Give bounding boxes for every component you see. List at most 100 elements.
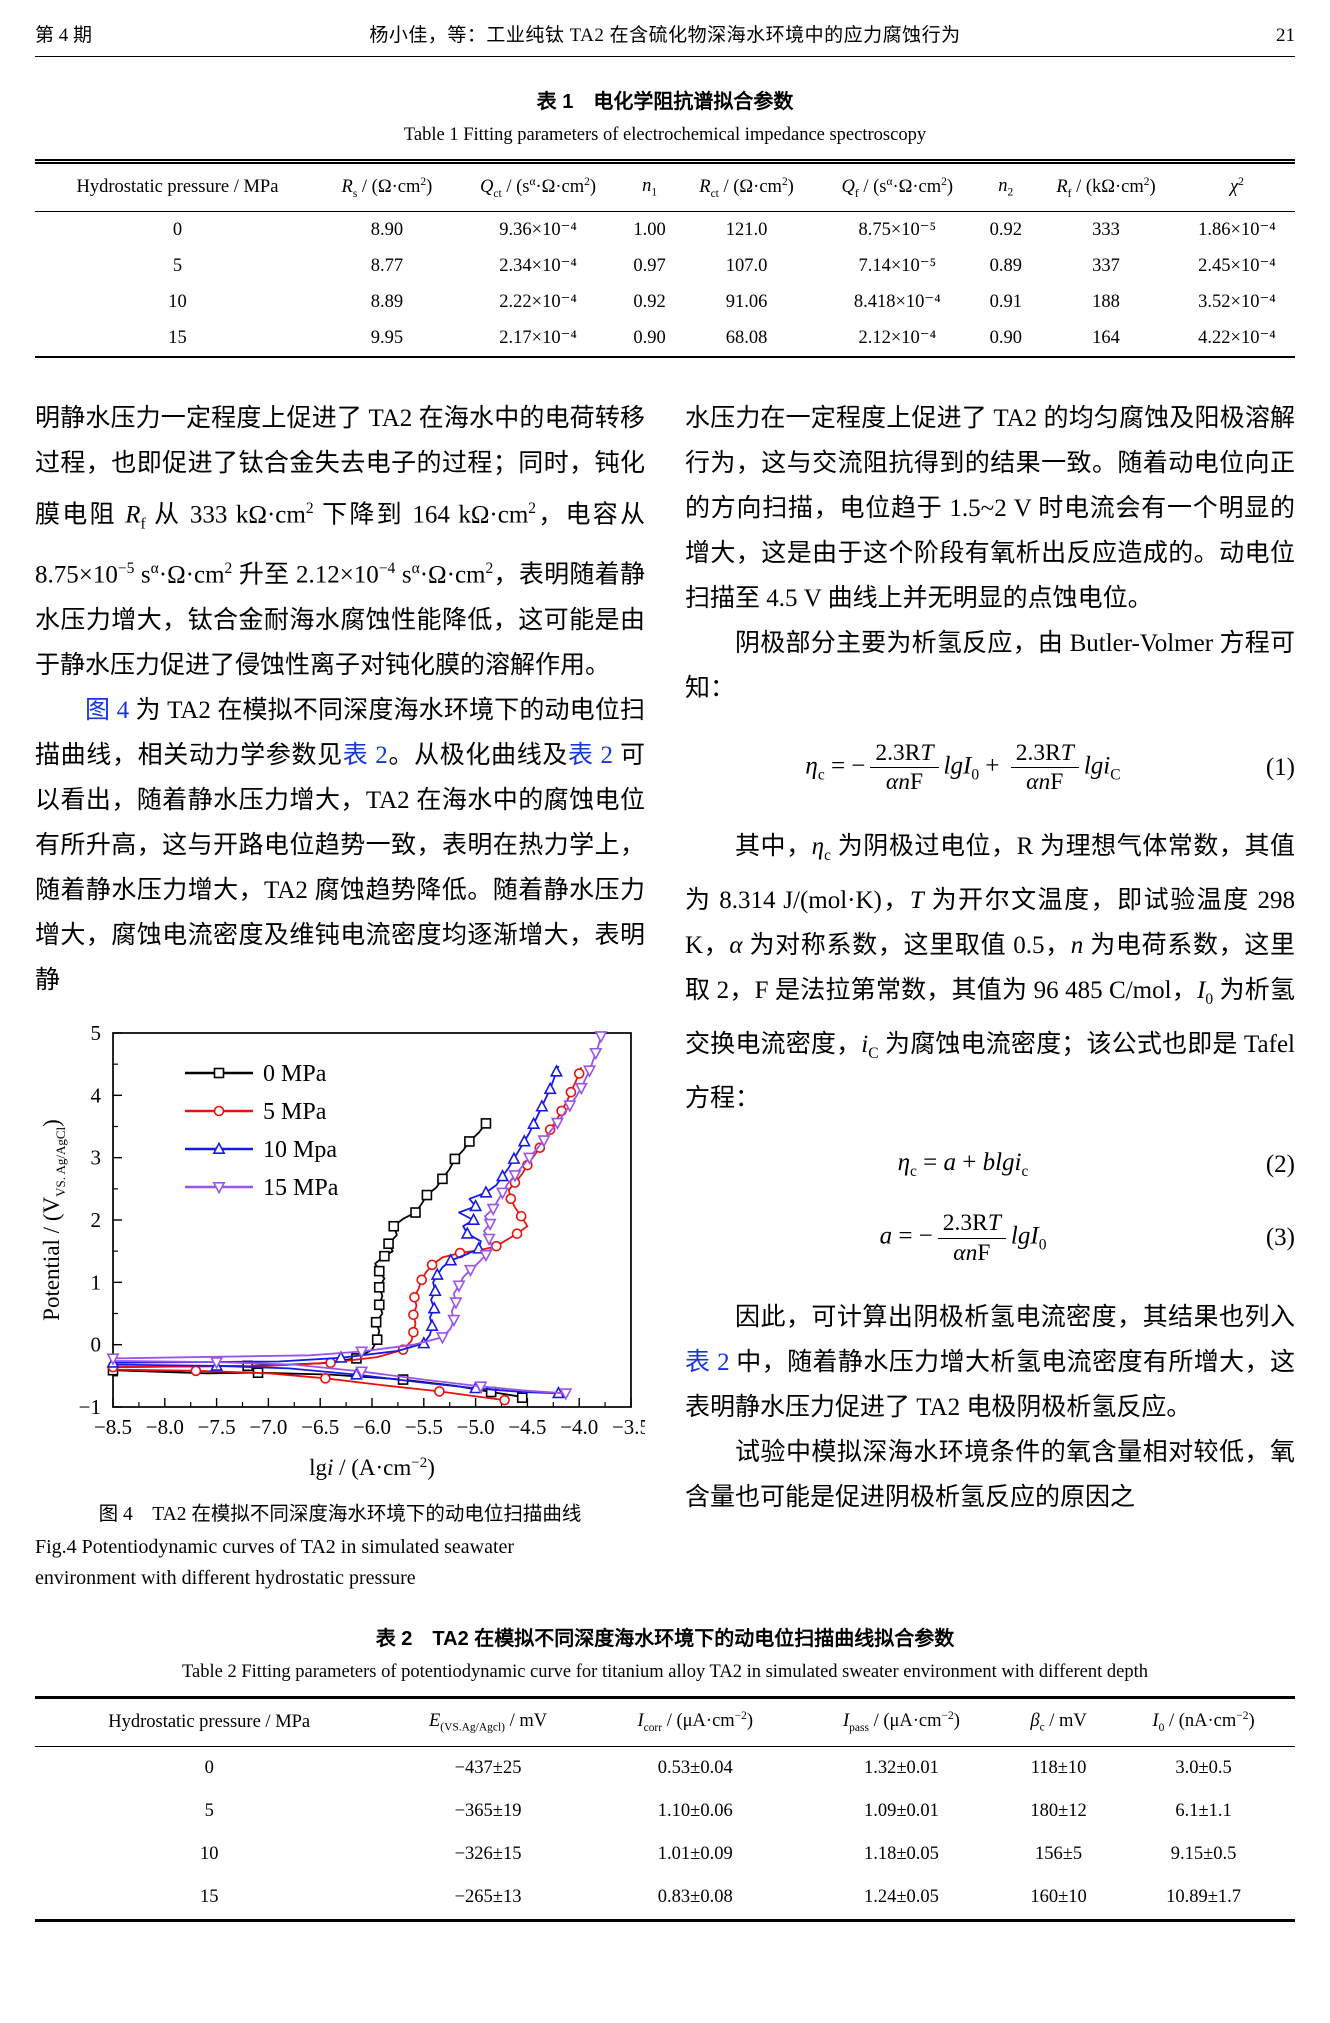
table1-title-cn: 表 1 电化学阻抗谱拟合参数 xyxy=(536,91,794,113)
paragraph: 图 4 为 TA2 在模拟不同深度海水环境下的动电位扫描曲线，相关动力学参数见表… xyxy=(35,696,645,994)
x-tick-label: −7.0 xyxy=(249,1415,287,1439)
table2-title-cn: 表 2 TA2 在模拟不同深度海水环境下的动电位扫描曲线拟合参数 xyxy=(375,1627,955,1650)
axes: −8.5 −8.0 −7.5 −7.0 −6.5 −6.0 −5.5 −5.0 −4.5 −4.0… xyxy=(79,1021,650,1439)
table-cell: 1.24±0.05 xyxy=(864,1886,939,1907)
y-tick-label: 3 xyxy=(91,1145,102,1169)
figure4: −8.5 −8.0 −7.5 −7.0 −6.5 −6.0 −5.5 −5.0 −4.5 −4.0… xyxy=(35,1019,650,1594)
table-cell: 8.77 xyxy=(370,255,404,276)
table-cell: 15 xyxy=(168,327,187,348)
y-tick-label: 5 xyxy=(91,1021,102,1045)
table-cell: 4.22×10⁻⁴ xyxy=(1198,328,1276,348)
column-header: Rf / (kΩ·cm2) xyxy=(1033,161,1179,212)
table-row: 10 8.89 2.22×10⁻⁴ 0.92 91.06 8.418×10⁻⁴ 0.91 18… xyxy=(35,284,1295,320)
table-cell: 2.34×10⁻⁴ xyxy=(499,256,577,276)
paragraph: 试验中模拟深海水环境条件的氧含量相对较低，氧含量也可能是促进阴极析氢反应的原因之 xyxy=(685,1438,1295,1511)
table-cell: 8.418×10⁻⁴ xyxy=(853,292,941,312)
table-cell: 164 xyxy=(1092,327,1120,348)
table-cell: 0 xyxy=(204,1757,214,1778)
x-tick-label: −8.5 xyxy=(94,1415,132,1439)
table-cell: 0.90 xyxy=(633,327,666,348)
table-cell: 1.18±0.05 xyxy=(864,1843,939,1864)
table-cell: 1.32±0.01 xyxy=(864,1757,939,1778)
y-tick-label: 1 xyxy=(91,1270,102,1294)
column-header: Ipass / (μA·cm−2) xyxy=(797,1697,1006,1747)
column-header: E(VS.Ag/Agcl) / mV xyxy=(383,1697,593,1747)
column-header: Icorr / (μA·cm−2) xyxy=(592,1697,798,1747)
table-cell: 2.12×10⁻⁴ xyxy=(858,328,937,348)
cross-reference-link[interactable]: 表 2 xyxy=(342,741,388,769)
x-tick-label: −7.5 xyxy=(198,1415,236,1439)
table-cell: 1.01±0.09 xyxy=(657,1843,733,1864)
table-row: 0 8.90 9.36×10⁻⁴ 1.00 121.0 8.75×10⁻⁵ 0.92 333 1… xyxy=(35,212,1295,249)
legend-label: 0 MPa xyxy=(263,1061,327,1087)
figure4-caption-en: Fig.4 Potentiodynamic curves of TA2 in s… xyxy=(35,1535,515,1558)
table-cell: 337 xyxy=(1092,255,1120,276)
series-5-mpa xyxy=(107,1066,585,1406)
table-cell: 180±12 xyxy=(1030,1800,1087,1821)
table-cell: 1.00 xyxy=(633,219,666,240)
table-cell: 121.0 xyxy=(725,219,768,240)
cross-reference-link[interactable]: 表 2 xyxy=(568,741,614,769)
table-row: 5 8.77 2.34×10⁻⁴ 0.97 107.0 7.14×10⁻⁵ 0.89 337 2… xyxy=(35,248,1295,284)
table-cell: 8.75×10⁻⁵ xyxy=(858,220,937,240)
paragraph: 其中，ηc 为阴极过电位，R 为理想气体常数，其值为 8.314 J/(mol·… xyxy=(685,833,1295,1113)
y-tick-label: 0 xyxy=(91,1332,102,1356)
equation-2-body: ηc = a + blgic xyxy=(897,1149,1029,1181)
table-cell: 3.0±0.5 xyxy=(1175,1757,1232,1778)
y-tick-label: 4 xyxy=(91,1083,102,1107)
column-header: I0 / (nA·cm−2) xyxy=(1112,1697,1295,1747)
table-cell: 0.53±0.04 xyxy=(657,1757,733,1778)
column-header: Rs / (Ω·cm2) xyxy=(319,161,454,212)
table-cell: 333 xyxy=(1092,219,1120,240)
table-cell: 156±5 xyxy=(1034,1843,1083,1864)
equation-2-number: (2) xyxy=(1265,1151,1295,1179)
table-cell: 0.89 xyxy=(989,255,1022,276)
table1-section: 表 1 电化学阻抗谱拟合参数 Table 1 Fitting parameter… xyxy=(35,85,1295,358)
table-cell: −365±19 xyxy=(454,1800,522,1821)
column-header: Qct / (sα·Ω·cm2) xyxy=(453,161,623,212)
table-cell: 2.22×10⁻⁴ xyxy=(499,292,577,312)
series-10-mpa xyxy=(106,1063,566,1398)
legend: 0 MPa 5 MPa 10 Mpa 15 MPa xyxy=(185,1061,339,1201)
running-title: 杨小佳，等：工业纯钛 TA2 在含硫化物深海水环境中的应力腐蚀行为 xyxy=(369,25,961,46)
cross-reference-link[interactable]: 表 2 xyxy=(685,1348,730,1376)
table-cell: 0.90 xyxy=(989,327,1022,348)
table-cell: 5 xyxy=(204,1800,214,1821)
table1: Hydrostatic pressure / MPa Rs / (Ω·cm2) Qc… xyxy=(35,159,1295,358)
table-cell: 160±10 xyxy=(1030,1886,1087,1907)
table-cell: 118±10 xyxy=(1030,1757,1087,1778)
y-tick-label: −1 xyxy=(79,1395,101,1419)
table-cell: 0.92 xyxy=(989,219,1022,240)
table2-section: 表 2 TA2 在模拟不同深度海水环境下的动电位扫描曲线拟合参数 Table 2… xyxy=(35,1622,1295,1922)
table-cell: 10 xyxy=(199,1843,219,1864)
equation-3-body: a = −2.3RT αnF lgI0 xyxy=(879,1210,1047,1266)
equation-2: ηc = a + blgic (2) xyxy=(685,1149,1295,1181)
table-cell: 9.36×10⁻⁴ xyxy=(499,220,577,240)
paragraph: 水压力在一定程度上促进了 TA2 的均匀腐蚀及阳极溶解行为，这与交流阻抗得到的结… xyxy=(685,405,1295,612)
x-tick-label: −6.0 xyxy=(353,1415,391,1439)
column-header: χ2 xyxy=(1178,161,1295,212)
legend-label: 15 MPa xyxy=(263,1175,339,1201)
cross-reference-link[interactable]: 图 4 xyxy=(85,696,130,724)
table-header-row: Hydrostatic pressure / MPa Rs / (Ω·cm2) Qc… xyxy=(35,161,1295,212)
column-header: Qf / (sα·Ω·cm2) xyxy=(816,161,979,212)
table2-title-en: Table 2 Fitting parameters of potentiody… xyxy=(182,1661,1148,1682)
two-column-body: 明静水压力一定程度上促进了 TA2 在海水中的电荷转移过程，也即促进了钛合金失去… xyxy=(35,396,1295,1594)
table-cell: 7.14×10⁻⁵ xyxy=(858,256,937,276)
table-row: 0 −437±25 0.53±0.04 1.32±0.01 118±10 3.0±0.5 xyxy=(35,1746,1295,1790)
x-axis-label: lgi / (A·cm−2) xyxy=(309,1455,435,1480)
figure4-caption: 图 4 TA2 在模拟不同深度海水环境下的动电位扫描曲线 Fig.4 Poten… xyxy=(35,1498,645,1594)
x-tick-label: −4.0 xyxy=(560,1415,598,1439)
paragraph: 因此，可计算出阴极析氢电流密度，其结果也列入表 2 中，随着静水压力增大析氢电流… xyxy=(685,1303,1295,1421)
page-number: 21 xyxy=(1276,25,1295,46)
series-15-mpa xyxy=(106,1030,608,1401)
table-cell: 5 xyxy=(172,255,183,276)
y-tick-label: 2 xyxy=(91,1208,102,1232)
x-tick-label: −4.5 xyxy=(508,1415,546,1439)
table-cell: 0.83±0.08 xyxy=(657,1886,733,1907)
right-column: 水压力在一定程度上促进了 TA2 的均匀腐蚀及阳极溶解行为，这与交流阻抗得到的结… xyxy=(685,396,1295,1594)
legend-label: 10 Mpa xyxy=(263,1137,337,1163)
table-cell: 0.92 xyxy=(633,291,666,312)
page-header: 第 4 期 杨小佳，等：工业纯钛 TA2 在含硫化物深海水环境中的应力腐蚀行为 … xyxy=(35,12,1295,57)
table1-title-en: Table 1 Fitting parameters of electroche… xyxy=(403,125,927,145)
